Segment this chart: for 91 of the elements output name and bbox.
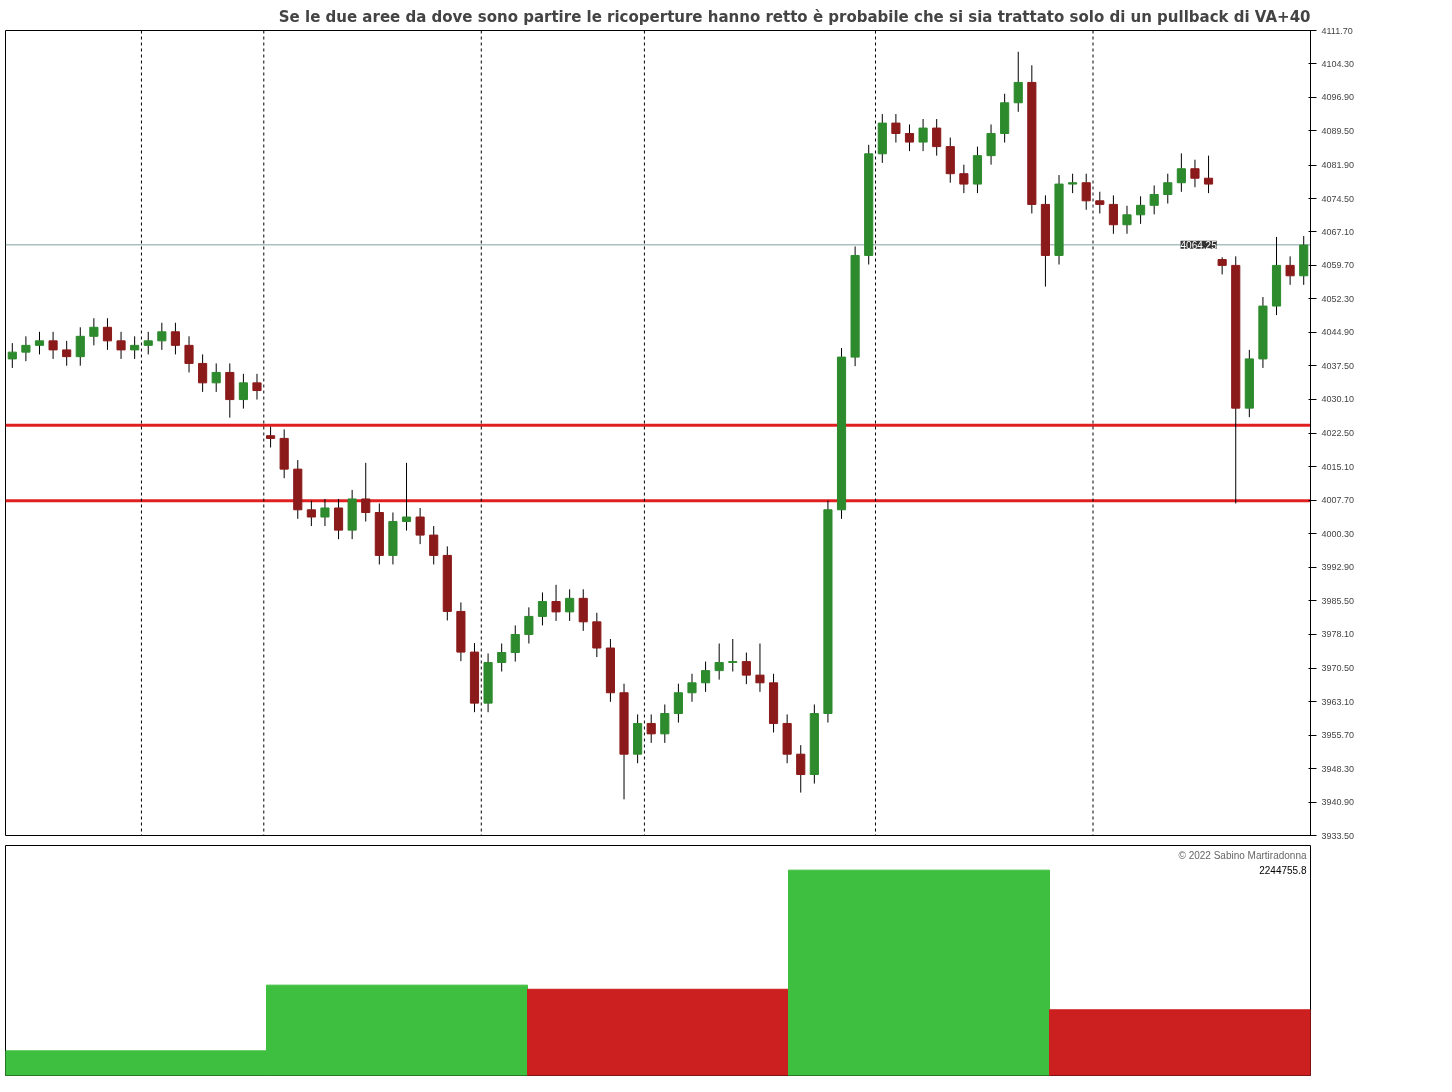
candlestick <box>497 643 507 673</box>
candlestick <box>687 673 697 703</box>
y-tick-label: 4030.10 <box>1321 394 1355 405</box>
candlestick <box>21 335 31 362</box>
y-tick-label: 3970.50 <box>1321 663 1355 674</box>
candlestick <box>1068 173 1078 194</box>
candlestick <box>157 322 167 351</box>
y-tick-label: 4037.50 <box>1321 360 1355 371</box>
ref-line-label: 4064.25 <box>1180 239 1218 251</box>
candlestick <box>1136 195 1146 225</box>
candlestick <box>510 624 520 663</box>
bar <box>1049 1009 1311 1076</box>
candlestick <box>34 331 45 355</box>
candlestick <box>578 588 588 632</box>
candlestick <box>415 507 425 545</box>
bar <box>527 988 789 1076</box>
candlestick <box>7 342 17 369</box>
candlestick <box>1013 51 1023 113</box>
candlestick <box>551 584 561 622</box>
candlestick <box>1163 173 1173 205</box>
y-tick-label: 4059.70 <box>1321 260 1355 271</box>
candlestick <box>184 335 194 373</box>
y-tick-label: 3985.50 <box>1321 595 1355 606</box>
y-tick-label: 4007.70 <box>1321 495 1355 506</box>
candlestick <box>741 652 751 685</box>
candlestick <box>1285 255 1295 286</box>
y-tick-label: 4111.70 <box>1321 25 1353 36</box>
y-tick-label: 4000.30 <box>1321 528 1355 539</box>
bar <box>788 869 1050 1076</box>
candlestick <box>904 123 915 152</box>
candlestick <box>143 331 153 355</box>
y-tick-label: 4022.50 <box>1321 428 1355 439</box>
y-tick-label: 3992.90 <box>1321 562 1355 573</box>
candlestick <box>1203 155 1214 194</box>
candlestick <box>361 462 371 523</box>
candlestick <box>306 500 316 527</box>
candlestick <box>401 462 412 532</box>
y-tick-label: 3955.70 <box>1321 730 1355 741</box>
y-tick-label: 4081.90 <box>1321 160 1355 171</box>
candlestick <box>959 164 969 194</box>
candlestick <box>918 118 928 152</box>
y-tick-label: 4074.50 <box>1321 193 1355 204</box>
candlestick <box>116 331 126 360</box>
y-tick-label: 4104.30 <box>1321 58 1355 69</box>
annotation: 2244755.8 <box>1259 864 1307 876</box>
candlestick <box>891 113 901 144</box>
candlestick <box>660 704 670 744</box>
candlestick <box>986 123 996 166</box>
y-tick-label: 3933.50 <box>1321 830 1355 841</box>
candlestick <box>333 498 344 540</box>
candlestick <box>524 606 534 645</box>
candlestick <box>1190 159 1200 188</box>
candlestick <box>62 340 72 367</box>
y-tick-label: 3948.30 <box>1321 763 1355 774</box>
candlestick <box>565 588 575 622</box>
candlestick <box>755 643 765 693</box>
candlestick <box>198 353 208 393</box>
candlestick <box>266 426 276 448</box>
candlestick <box>429 525 439 565</box>
candlestick <box>1108 194 1118 235</box>
candlestick <box>1122 205 1132 235</box>
y-tick-label: 3940.90 <box>1321 797 1355 808</box>
candlestick <box>701 661 711 693</box>
text: © 2022 Sabino Martiradonna <box>1178 849 1307 861</box>
candlestick <box>728 638 738 673</box>
y-tick-label: 4089.50 <box>1321 125 1355 136</box>
y-tick-label: 4044.90 <box>1321 327 1355 338</box>
chart-title: Se le due aree da dove sono partire le ricoperture hanno retto è probabile che si sia trattato solo di un pullback di VA+40 <box>278 7 1311 26</box>
y-tick-label: 4067.10 <box>1321 226 1355 237</box>
y-tick-label: 4015.10 <box>1321 461 1355 472</box>
candlestick <box>130 335 140 360</box>
candlestick <box>796 744 806 794</box>
y-tick-label: 3963.10 <box>1321 696 1355 707</box>
candlestick <box>537 591 548 626</box>
y-tick-label: 3978.10 <box>1321 629 1355 640</box>
candlestick <box>211 362 221 393</box>
candlestick <box>238 373 248 410</box>
candlestick <box>320 498 330 527</box>
candlestick <box>89 317 99 346</box>
candlestick <box>673 683 683 724</box>
candlestick <box>1217 256 1227 275</box>
candlestick <box>932 118 942 157</box>
candlestick <box>1176 152 1186 193</box>
candlestick <box>714 643 724 681</box>
candlestick <box>1149 184 1159 215</box>
candlestick <box>75 326 85 367</box>
candlestick <box>170 322 180 355</box>
y-tick-label: 4052.30 <box>1321 293 1355 304</box>
y-tick-label: 4096.90 <box>1321 92 1355 103</box>
candlestick <box>48 331 58 360</box>
candlestick <box>102 317 113 351</box>
